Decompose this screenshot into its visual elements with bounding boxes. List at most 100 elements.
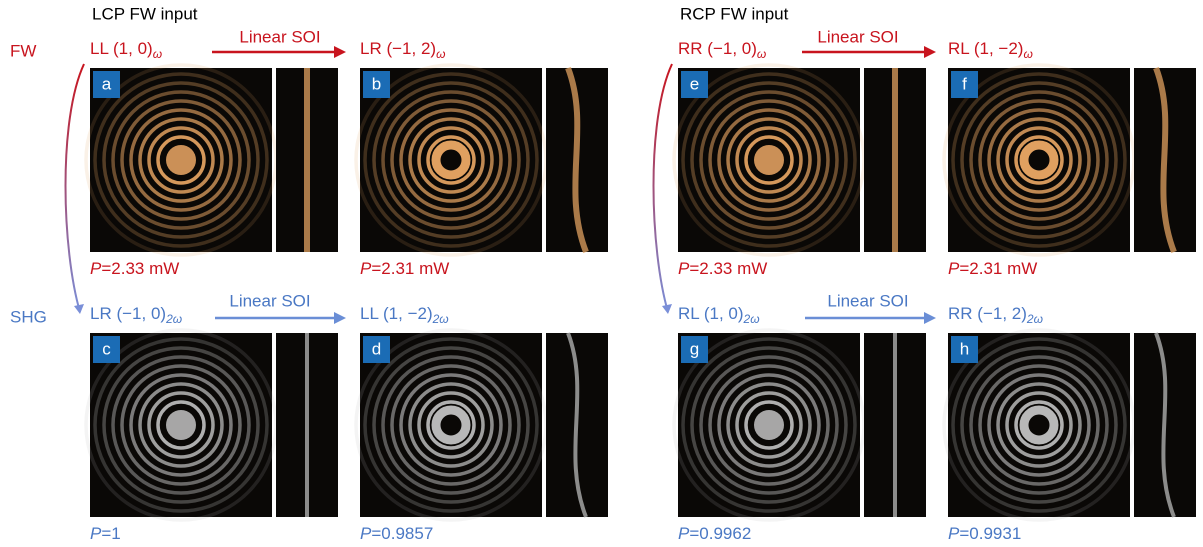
arrow-head xyxy=(334,46,346,58)
power-value: =2.31 mW xyxy=(959,259,1037,278)
mode-text: RR (−1, 0) xyxy=(678,39,757,58)
mode-subscript: 2ω xyxy=(1026,312,1043,326)
ring xyxy=(372,81,530,239)
ring xyxy=(363,72,539,248)
ring xyxy=(408,117,494,203)
ring xyxy=(735,126,803,194)
arrow-label: Linear SOI xyxy=(817,27,898,46)
mode-label: LR (−1, 2)ω xyxy=(360,39,445,61)
arrow-head xyxy=(74,304,84,314)
mode-text: RL (1, −2) xyxy=(948,39,1023,58)
panel-letter: h xyxy=(960,339,969,358)
mode-subscript: ω xyxy=(1023,47,1032,61)
ring xyxy=(969,90,1109,230)
ring xyxy=(996,117,1082,203)
mode-label: RL (1, −2)ω xyxy=(948,39,1033,61)
streak xyxy=(1154,332,1176,518)
mode-subscript: 2ω xyxy=(743,312,760,326)
power-label: P=0.9962 xyxy=(678,524,751,543)
mode-text: LL (1, −2) xyxy=(360,304,433,323)
core xyxy=(754,410,784,440)
ring xyxy=(156,135,206,185)
ring xyxy=(390,364,512,486)
panel-letter-box xyxy=(951,336,978,363)
power-value: =0.9931 xyxy=(959,524,1021,543)
power-label: P=0.9857 xyxy=(360,524,433,543)
mode-label: LL (1, 0)ω xyxy=(90,39,162,61)
panel-letter: d xyxy=(372,339,381,358)
ring xyxy=(372,346,530,504)
ring xyxy=(102,346,260,504)
mode-subscript: ω xyxy=(757,47,766,61)
panel-letter-box xyxy=(93,71,120,98)
ring xyxy=(1005,391,1073,459)
power-value: =1 xyxy=(101,524,120,543)
ring xyxy=(987,108,1091,212)
ring xyxy=(138,382,224,468)
panel-letter-box xyxy=(363,336,390,363)
core xyxy=(754,145,784,175)
ring xyxy=(93,72,269,248)
arrow-label: Linear SOI xyxy=(827,291,908,310)
arrow-head xyxy=(924,46,936,58)
power-label: P=0.9931 xyxy=(948,524,1021,543)
power-symbol: P xyxy=(948,259,960,278)
power-symbol: P xyxy=(678,524,690,543)
mode-label: RR (−1, 2)2ω xyxy=(948,304,1043,326)
arrow-label: Linear SOI xyxy=(229,291,310,310)
ring xyxy=(120,99,242,221)
ring xyxy=(726,382,812,468)
ring xyxy=(699,355,839,495)
power-value: =2.31 mW xyxy=(371,259,449,278)
ring xyxy=(717,373,821,477)
ring xyxy=(381,355,521,495)
ring xyxy=(717,108,821,212)
ring xyxy=(147,391,215,459)
ring xyxy=(699,90,839,230)
ring xyxy=(417,391,485,459)
ring xyxy=(726,117,812,203)
mode-text: LR (−1, 0) xyxy=(90,304,166,323)
panel-letter: b xyxy=(372,74,381,93)
ring xyxy=(951,72,1127,248)
panel-letter: g xyxy=(690,339,699,358)
power-value: =0.9857 xyxy=(371,524,433,543)
mode-label: RL (1, 0)2ω xyxy=(678,304,760,326)
ring xyxy=(93,337,269,513)
ring xyxy=(735,391,803,459)
ring xyxy=(102,81,260,239)
ring xyxy=(1014,135,1064,185)
header: RCP FW input xyxy=(680,4,789,23)
ring xyxy=(690,346,848,504)
streak xyxy=(565,66,589,254)
core-ring xyxy=(1019,405,1059,445)
curved-arrow xyxy=(64,63,85,313)
ring xyxy=(426,400,476,450)
ring xyxy=(399,108,503,212)
ring xyxy=(960,81,1118,239)
mode-subscript: ω xyxy=(436,47,445,61)
panel-letter: e xyxy=(690,74,699,93)
core xyxy=(444,153,458,167)
power-symbol: P xyxy=(678,259,690,278)
core xyxy=(1032,418,1046,432)
arrow-head xyxy=(924,312,936,324)
row-label: SHG xyxy=(10,307,47,326)
power-symbol: P xyxy=(90,259,102,278)
ring xyxy=(708,99,830,221)
ring xyxy=(111,90,251,230)
ring xyxy=(708,364,830,486)
panel-letter-box xyxy=(681,336,708,363)
power-value: =2.33 mW xyxy=(689,259,767,278)
power-label: P=2.33 mW xyxy=(90,259,179,278)
mode-label: LL (1, −2)2ω xyxy=(360,304,449,326)
ring xyxy=(690,81,848,239)
mode-label: LR (−1, 0)2ω xyxy=(90,304,182,326)
core-ring xyxy=(431,405,471,445)
ring xyxy=(417,126,485,194)
power-symbol: P xyxy=(360,259,372,278)
ring xyxy=(129,108,233,212)
mode-text: RR (−1, 2) xyxy=(948,304,1027,323)
mode-text: LR (−1, 2) xyxy=(360,39,436,58)
